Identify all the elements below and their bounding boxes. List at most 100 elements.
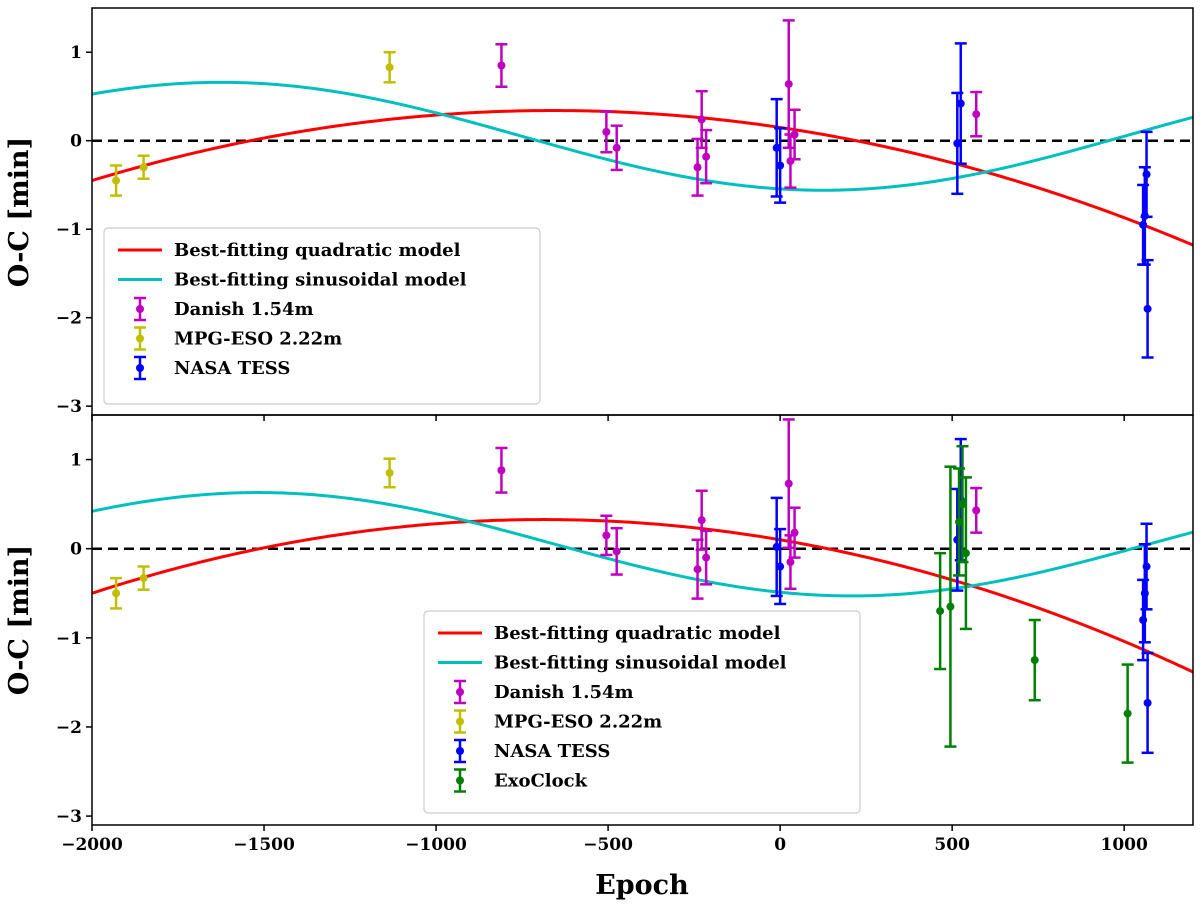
y-tick-label-0-0: −3: [56, 397, 82, 417]
danish-marker: [790, 528, 799, 537]
legend-label-tess-1: NASA TESS: [494, 741, 610, 762]
danish-point-0-1: [600, 110, 613, 154]
x-tick-label-4: 0: [774, 835, 786, 855]
panel-1-content: [92, 418, 1193, 764]
tess-point-1-1: [774, 527, 787, 606]
tess-marker: [776, 562, 785, 571]
danish-point-1-1: [600, 514, 613, 557]
danish-point-0-5: [700, 128, 713, 185]
danish-marker: [693, 163, 702, 172]
exoclock-point-1-5: [1028, 618, 1041, 702]
legend-marker-danish-0: [136, 305, 144, 313]
danish-point-0-8: [788, 108, 801, 161]
danish-marker: [786, 558, 795, 567]
danish-marker: [784, 80, 793, 89]
tess-marker: [1142, 170, 1151, 179]
mpg-point-1-2: [383, 457, 396, 489]
mpg-marker: [139, 163, 148, 172]
danish-marker: [697, 115, 706, 124]
tess-point-1-6: [1140, 522, 1153, 611]
danish-point-1-2: [610, 526, 623, 576]
y-tick-label-0-1: −2: [56, 309, 82, 329]
x-tick-label-2: −1000: [405, 835, 467, 855]
tess-marker: [772, 143, 781, 152]
sinusoidal-model-curve-0: [92, 80, 1193, 192]
exoclock-marker: [955, 517, 964, 526]
tess-marker: [772, 542, 781, 551]
exoclock-marker: [936, 607, 945, 616]
mpg-marker: [385, 63, 394, 72]
tess-point-1-5: [1138, 542, 1151, 644]
danish-point-1-8: [788, 506, 801, 559]
panel-1-frame: [91, 414, 1194, 826]
exoclock-point-1-1: [944, 465, 957, 748]
legend-label-quadratic-0: Best-fitting quadratic model: [174, 240, 461, 261]
danish-point-0-0: [495, 43, 508, 88]
danish-point-1-6: [782, 418, 795, 550]
tess-marker: [1142, 562, 1151, 571]
exoclock-point-1-0: [934, 551, 947, 671]
y-axis-label-bottom: O-C [min]: [4, 545, 35, 696]
legend-box-0: [103, 227, 541, 405]
tess-point-0-1: [774, 127, 787, 204]
danish-point-1-4: [695, 489, 708, 551]
tess-marker: [1143, 304, 1152, 313]
danish-marker: [612, 547, 621, 556]
legend-label-sinusoidal-0: Best-fitting sinusoidal model: [174, 270, 467, 291]
legend-label-quadratic-1: Best-fitting quadratic model: [494, 623, 781, 644]
mpg-point-1-1: [137, 565, 150, 591]
danish-point-0-4: [695, 89, 708, 150]
x-tick-label-3: −500: [583, 835, 633, 855]
exoclock-marker: [946, 602, 955, 611]
mpg-point-0-2: [383, 50, 396, 84]
legend-0: Best-fitting quadratic model Best-fitting…: [103, 227, 541, 405]
legend-marker-exoclock-1: [456, 776, 464, 785]
y-tick-label-1-2: −1: [56, 629, 82, 649]
panel-0-content: [92, 19, 1193, 359]
y-tick-label-1-4: 1: [70, 451, 82, 471]
x-tick-label-0: −2000: [61, 835, 123, 855]
danish-point-1-5: [700, 529, 713, 586]
tess-point-0-7: [1141, 258, 1154, 359]
mpg-marker: [385, 468, 394, 477]
mpg-marker: [112, 176, 121, 185]
tess-marker: [776, 161, 785, 170]
mpg-marker: [112, 589, 121, 598]
legend-marker-danish-1: [456, 688, 464, 696]
danish-point-1-9: [970, 486, 983, 534]
legend-label-mpg-0: MPG-ESO 2.22m: [174, 329, 342, 350]
danish-marker: [697, 516, 706, 525]
danish-marker: [790, 130, 799, 139]
x-tick-label-6: 1000: [1101, 835, 1148, 855]
legend-label-mpg-1: MPG-ESO 2.22m: [494, 712, 662, 733]
quadratic-model-curve-0: [92, 109, 1193, 247]
danish-point-0-2: [610, 124, 623, 172]
danish-marker: [702, 553, 711, 562]
sinusoidal-model-curve-1: [92, 491, 1193, 598]
exoclock-marker: [1030, 656, 1039, 665]
quadratic-model-curve-1: [92, 518, 1193, 674]
y-tick-label-1-1: −2: [56, 718, 82, 738]
tess-point-1-7: [1141, 651, 1154, 755]
legend-box-1: [423, 610, 861, 814]
legend-marker-tess-0: [136, 364, 144, 372]
exoclock-point-1-4: [959, 476, 972, 631]
x-axis-label: Epoch: [595, 870, 689, 901]
mpg-point-0-0: [110, 164, 123, 197]
y-tick-label-1-0: −3: [56, 807, 82, 827]
tess-point-0-0: [770, 97, 783, 198]
legend-label-danish-0: Danish 1.54m: [174, 299, 314, 320]
y-tick-label-0-4: 1: [70, 43, 82, 63]
danish-marker: [602, 127, 611, 136]
legend-marker-mpg-1: [456, 717, 464, 726]
danish-point-0-6: [782, 19, 795, 150]
danish-marker: [497, 466, 506, 475]
danish-marker: [972, 506, 981, 515]
tess-marker: [953, 139, 962, 148]
danish-point-1-0: [495, 446, 508, 494]
exoclock-point-1-6: [1121, 663, 1134, 764]
x-tick-label-1: −1500: [233, 835, 295, 855]
legend-label-sinusoidal-1: Best-fitting sinusoidal model: [494, 653, 787, 674]
